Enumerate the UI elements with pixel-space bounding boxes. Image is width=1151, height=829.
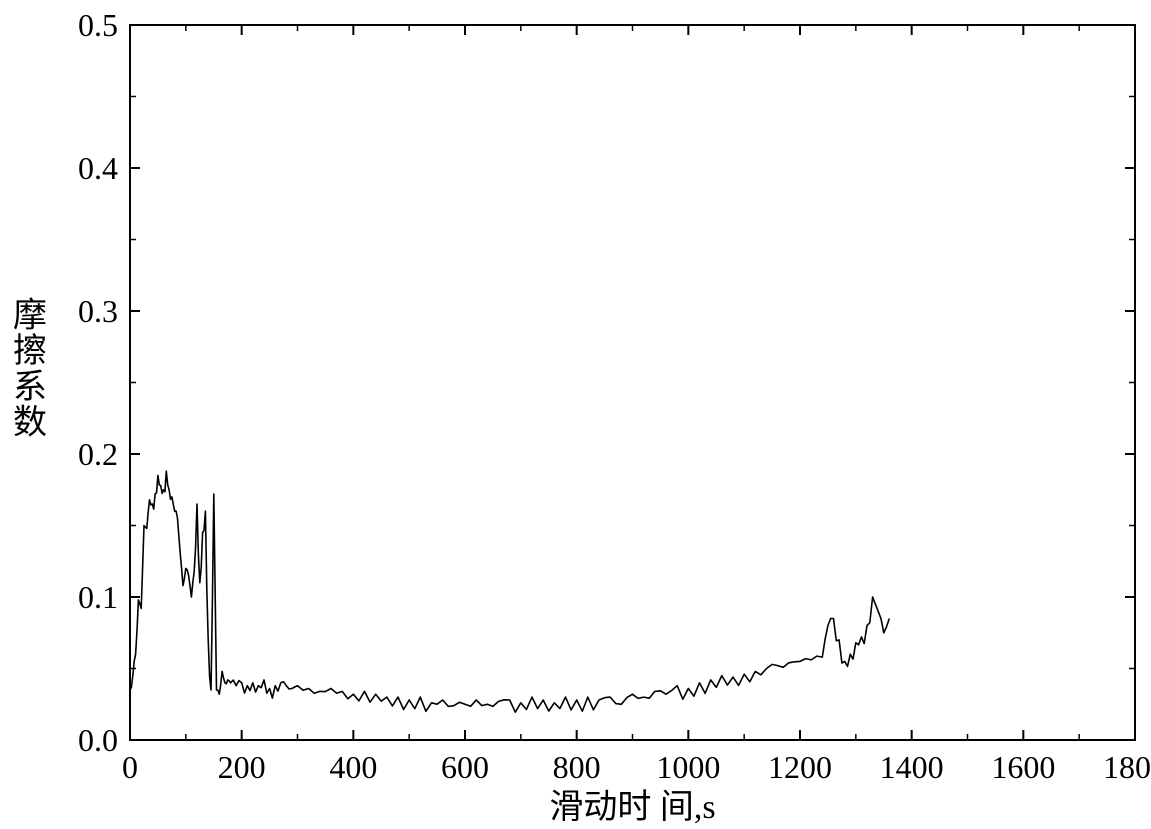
y-tick-label: 0.5 [78, 7, 118, 43]
x-tick-label: 200 [218, 749, 266, 785]
chart-container: 0 200 400 600 800 1000 1200 1400 1600 1800 0.0 0.1 0… [0, 0, 1151, 829]
x-tick-label: 0 [122, 749, 138, 785]
x-tick-label: 400 [329, 749, 377, 785]
x-tick-label: 800 [553, 749, 601, 785]
y-tick-label: 0.2 [78, 436, 118, 472]
x-tick-label: 1800 [1103, 749, 1151, 785]
x-axis-label: 滑动时 间,s [549, 789, 715, 826]
y-tick-label: 0.0 [78, 722, 118, 758]
chart-background [0, 0, 1151, 829]
x-tick-label: 600 [441, 749, 489, 785]
friction-line-chart: 0 200 400 600 800 1000 1200 1400 1600 1800 0.0 0.1 0… [0, 0, 1151, 829]
x-tick-label: 1600 [991, 749, 1055, 785]
x-tick-label: 1000 [656, 749, 720, 785]
y-tick-label: 0.1 [78, 579, 118, 615]
x-tick-label: 1400 [880, 749, 944, 785]
x-tick-label: 1200 [768, 749, 832, 785]
y-axis-label: 摩擦系数 [13, 296, 47, 441]
y-tick-label: 0.3 [78, 293, 118, 329]
y-tick-label: 0.4 [78, 150, 118, 186]
